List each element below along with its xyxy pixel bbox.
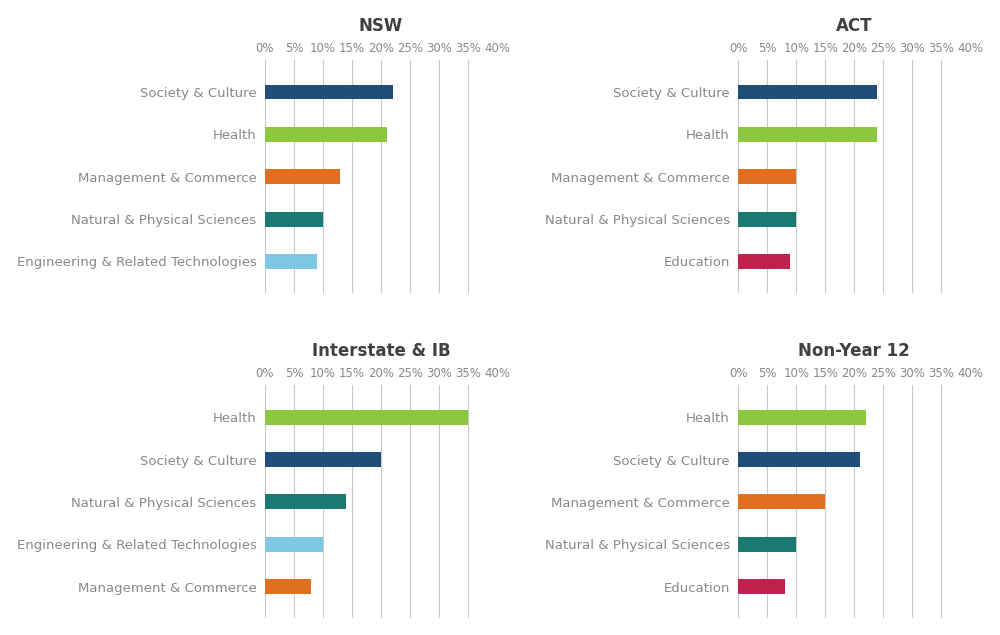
Title: NSW: NSW [359, 17, 403, 35]
Bar [265, 127, 387, 142]
Title: Interstate & IB: Interstate & IB [312, 342, 450, 360]
Title: Non-Year 12: Non-Year 12 [798, 342, 910, 360]
Bar [738, 579, 785, 594]
Bar [738, 254, 790, 269]
Bar [265, 537, 323, 552]
Bar [738, 495, 825, 509]
Bar [265, 170, 340, 184]
Bar [265, 254, 317, 269]
Bar [265, 495, 346, 509]
Bar [738, 127, 877, 142]
Bar [738, 410, 866, 425]
Bar [265, 579, 311, 594]
Title: ACT: ACT [836, 17, 873, 35]
Bar [738, 452, 860, 467]
Bar [738, 211, 796, 227]
Bar [738, 84, 877, 100]
Bar [738, 537, 796, 552]
Bar [265, 410, 468, 425]
Bar [265, 84, 393, 100]
Bar [265, 452, 381, 467]
Bar [265, 211, 323, 227]
Bar [738, 170, 796, 184]
